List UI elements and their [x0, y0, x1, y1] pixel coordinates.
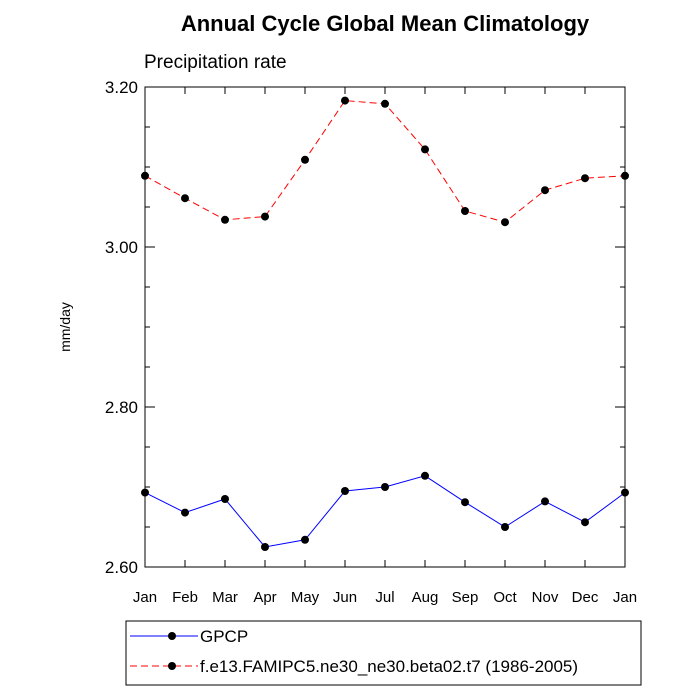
tick-marks — [144, 86, 626, 568]
y-tick-label: 3.00 — [105, 238, 138, 257]
series-point — [141, 488, 149, 497]
series-point — [261, 212, 269, 221]
series-point — [141, 171, 149, 180]
series-point — [581, 518, 589, 527]
series-point — [381, 99, 389, 108]
x-tick-label: Jan — [613, 589, 637, 606]
series-point — [461, 498, 469, 507]
x-tick-label: Dec — [572, 589, 599, 606]
legend-label: GPCP — [200, 627, 248, 646]
series-point — [261, 543, 269, 551]
series-point — [461, 207, 469, 215]
x-tick-label: Jan — [133, 589, 157, 606]
legend-label: f.e13.FAMIPC5.ne30_ne30.beta02.t7 (1986-… — [200, 657, 578, 676]
legend-swatch-marker — [168, 662, 176, 670]
x-tick-label: Aug — [412, 589, 439, 606]
series-point — [301, 535, 309, 544]
chart-title: Annual Cycle Global Mean Climatology — [181, 11, 590, 36]
series-point — [341, 487, 349, 495]
plot-frame — [144, 86, 626, 568]
legend-box — [125, 620, 642, 686]
y-tick-labels: 2.60 2.80 3.00 3.20 — [105, 78, 138, 577]
x-tick-label: May — [291, 589, 320, 606]
x-tick-label: Mar — [212, 589, 238, 606]
series-point — [381, 483, 389, 491]
series-point — [581, 174, 589, 183]
series-point — [221, 215, 229, 224]
x-tick-label: Jun — [333, 589, 357, 606]
series-point — [421, 471, 429, 480]
series-point — [341, 96, 349, 105]
x-tick-label: Nov — [532, 589, 559, 606]
series-point — [501, 523, 509, 531]
series-point — [421, 145, 429, 154]
legend: GPCP f.e13.FAMIPC5.ne30_ne30.beta02.t7 (1… — [125, 620, 642, 686]
chart-subtitle: Precipitation rate — [144, 52, 287, 73]
series-point — [541, 497, 549, 506]
series-point — [181, 194, 189, 203]
y-tick-label: 2.60 — [105, 558, 138, 577]
series-point — [541, 186, 549, 195]
series-point — [181, 508, 189, 517]
x-tick-label: Oct — [493, 589, 517, 606]
x-tick-labels: Jan Feb Mar Apr May Jun Jul Aug Sep Oct Nov Dec Jan — [133, 589, 637, 606]
x-tick-label: Jul — [375, 589, 394, 606]
series-point — [301, 155, 309, 164]
series-layer — [141, 96, 629, 551]
x-tick-label: Apr — [253, 589, 276, 606]
y-axis-label: mm/day — [57, 302, 73, 352]
series-point — [621, 488, 629, 497]
legend-swatch-marker — [168, 632, 176, 640]
y-tick-label: 2.80 — [105, 398, 138, 417]
series-point — [221, 495, 229, 503]
series-line — [144, 100, 626, 223]
y-tick-label: 3.20 — [105, 78, 138, 97]
x-tick-label: Sep — [452, 589, 479, 606]
x-tick-label: Feb — [172, 589, 198, 606]
series-point — [501, 218, 509, 227]
series-point — [621, 171, 629, 180]
